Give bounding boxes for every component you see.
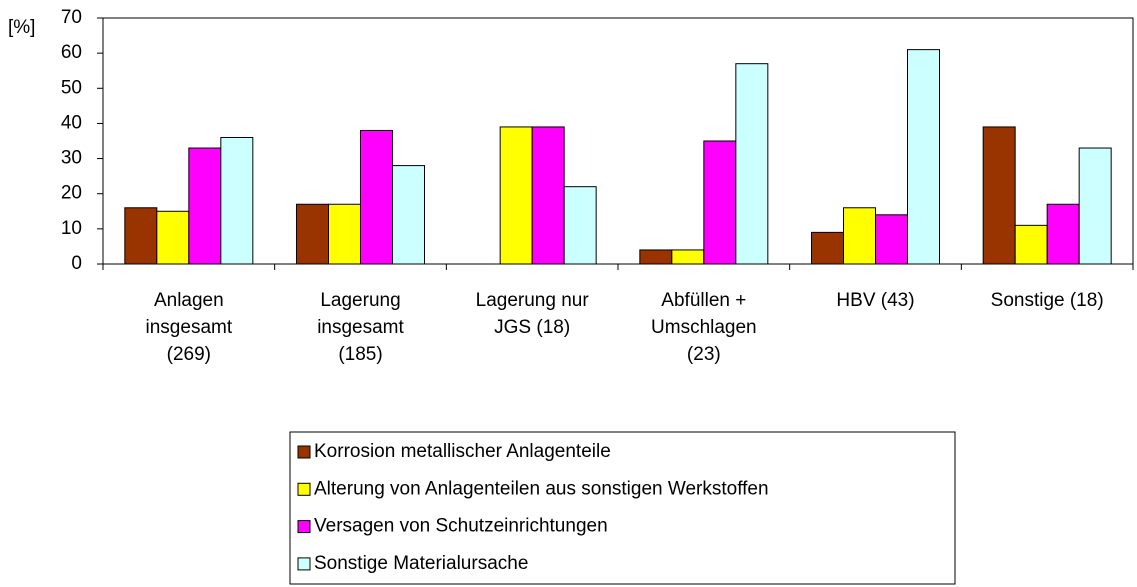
y-tick-label: 40: [61, 112, 82, 133]
bar: [392, 165, 425, 265]
legend-label: Korrosion metallischer Anlagenteile: [314, 441, 611, 462]
y-tick-label: 60: [61, 42, 82, 63]
legend-swatch: [297, 482, 311, 496]
bar: [156, 210, 190, 265]
bar: [360, 129, 393, 265]
bar: [188, 147, 222, 265]
bar: [982, 126, 1016, 265]
bar: [563, 186, 597, 265]
legend-frame: [289, 431, 956, 585]
y-tick-label: 70: [61, 7, 82, 28]
bar: [1014, 224, 1048, 265]
y-tick-label: 20: [61, 183, 82, 204]
x-tick-label: Abfüllen + Umschlagen (23): [651, 290, 757, 365]
x-tick-label: Sonstige (18): [990, 290, 1104, 311]
bar: [220, 136, 254, 265]
bar: [811, 231, 844, 265]
legend-swatch: [297, 557, 311, 571]
bar: [703, 140, 737, 265]
bar: [296, 203, 329, 265]
legend-label: Versagen von Schutzeinrichtungen: [314, 516, 608, 537]
bar: [671, 249, 705, 265]
bar: [907, 49, 940, 265]
y-axis-label: [%]: [8, 17, 35, 38]
x-tick-label: Anlagen insgesamt (269): [145, 290, 233, 365]
legend-label: Alterung von Anlagenteilen aus sonstigen…: [314, 478, 769, 499]
bar: [639, 249, 673, 265]
x-tick-label: HBV (43): [836, 290, 915, 311]
x-tick-label: Lagerung insgesamt (185): [317, 290, 404, 365]
bar: [1078, 147, 1112, 265]
bar: [499, 126, 533, 265]
legend-swatch: [297, 520, 311, 534]
legend-swatch: [297, 445, 311, 459]
y-tick-label: 50: [61, 77, 82, 98]
bar: [875, 214, 908, 265]
legend-label: Sonstige Materialursache: [314, 553, 528, 574]
y-tick-label: 0: [71, 253, 82, 274]
bar: [531, 126, 565, 265]
plot-frame: [102, 17, 1134, 265]
bar: [1046, 203, 1080, 265]
bar: [843, 207, 876, 265]
y-tick-label: 30: [61, 148, 82, 169]
bar: [124, 207, 158, 265]
x-tick-label: Lagerung nur JGS (18): [475, 290, 589, 338]
bar: [735, 63, 769, 265]
y-tick-label: 10: [61, 218, 82, 239]
bar: [328, 203, 361, 265]
